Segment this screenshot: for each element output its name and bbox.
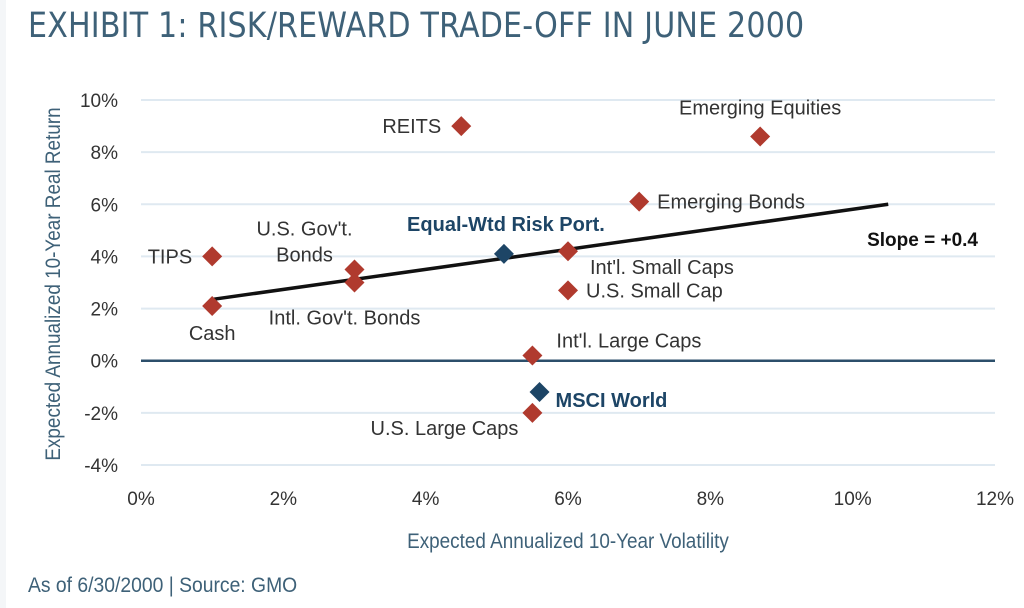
label-line: Bonds <box>276 244 333 266</box>
trend-line-group: Slope = +0.4 <box>211 202 978 302</box>
marker-u-s-small-cap <box>558 280 578 301</box>
source-footnote: As of 6/30/2000 | Source: GMO <box>28 574 298 597</box>
marker-cash <box>202 295 223 316</box>
trend-line <box>211 202 889 302</box>
data-points <box>202 116 771 423</box>
point-labels: TIPS Cash U.S. Gov't. Bonds Intl. Gov't. Bon… <box>148 98 842 440</box>
marker-msci-world <box>529 382 550 402</box>
y-axis-ticks: 10% 8% 6% 4% 2% 0% -2% -4% <box>80 91 118 477</box>
x-tick-label: 8% <box>697 489 725 510</box>
x-axis-label: Expected Annualized 10-Year Volatility <box>407 530 729 553</box>
x-tick-label: 2% <box>270 489 298 510</box>
y-tick-label: 4% <box>91 247 119 268</box>
marker-equal-wtd-risk-port <box>493 243 514 264</box>
label-u-s-large-caps: U.S. Large Caps <box>371 418 519 440</box>
label-int-l-large-caps: Int'l. Large Caps <box>556 331 701 353</box>
y-tick-label: 8% <box>91 143 119 164</box>
y-tick-label: -2% <box>84 404 118 425</box>
label-line: U.S. Gov't. <box>256 218 352 240</box>
label-emerging-bonds: Emerging Bonds <box>657 192 805 214</box>
marker-u-s-large-caps <box>522 402 543 423</box>
label-int-l-small-caps: Int'l. Small Caps <box>590 257 734 279</box>
label-msci-world: MSCI World <box>556 390 668 412</box>
label-intl-gov-t-bonds: Intl. Gov't. Bonds <box>269 308 421 330</box>
marker-emerging-equities <box>750 126 771 147</box>
x-tick-label: 6% <box>554 489 582 510</box>
y-tick-label: 10% <box>80 91 118 112</box>
label-reits: REITS <box>382 116 441 138</box>
slope-label: Slope = +0.4 <box>867 230 978 251</box>
x-tick-label: 10% <box>834 489 872 510</box>
label-emerging-equities: Emerging Equities <box>679 98 841 120</box>
marker-emerging-bonds <box>629 191 650 212</box>
label-u-s-small-cap: U.S. Small Cap <box>586 280 723 302</box>
chart-title: EXHIBIT 1: RISK/REWARD TRADE-OFF IN JUNE… <box>28 6 805 46</box>
x-tick-label: 12% <box>976 489 1014 510</box>
y-tick-label: 6% <box>91 195 119 216</box>
x-axis-ticks: 0% 2% 4% 6% 8% 10% 12% <box>127 489 1014 510</box>
label-u-s-gov-t-bonds: U.S. Gov't. Bonds <box>256 218 352 266</box>
marker-reits <box>451 116 472 137</box>
label-equal-wtd-risk-port: Equal-Wtd Risk Port. <box>407 214 605 236</box>
y-tick-label: 2% <box>91 300 119 321</box>
marker-tips <box>202 246 223 267</box>
marker-intl-gov-t-bonds <box>344 272 365 293</box>
label-cash: Cash <box>189 323 236 345</box>
y-tick-label: -4% <box>84 456 118 477</box>
left-edge-strip <box>0 0 6 608</box>
y-tick-label: 0% <box>91 352 119 373</box>
gridlines <box>141 99 995 466</box>
marker-u-s-gov-t-bonds <box>344 259 365 280</box>
marker-int-l-small-caps <box>558 241 578 262</box>
label-tips: TIPS <box>148 246 192 268</box>
y-axis-label: Expected Annualized 10-Year Real Return <box>42 107 65 460</box>
x-tick-label: 0% <box>127 489 155 510</box>
x-tick-label: 4% <box>412 489 440 510</box>
marker-int-l-large-caps <box>522 345 543 366</box>
